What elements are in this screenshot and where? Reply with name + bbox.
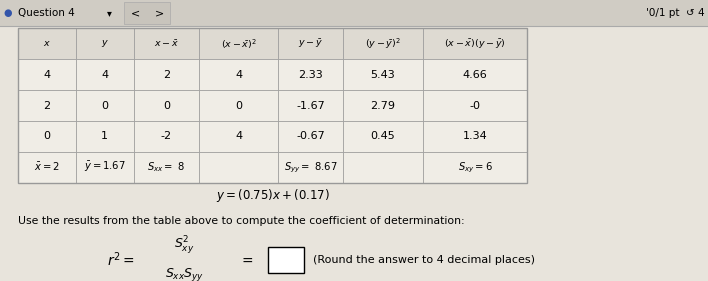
Bar bbox=[76, 90, 134, 121]
Bar bbox=[343, 59, 423, 90]
Text: 0: 0 bbox=[235, 101, 242, 111]
Text: 0.45: 0.45 bbox=[371, 132, 395, 141]
Bar bbox=[0, 0, 708, 26]
Text: '0/1 pt  ↺ 4: '0/1 pt ↺ 4 bbox=[646, 8, 704, 18]
Text: 2.79: 2.79 bbox=[370, 101, 396, 111]
Text: ●: ● bbox=[4, 8, 12, 18]
Bar bbox=[278, 121, 343, 152]
Bar bbox=[423, 28, 527, 59]
Bar bbox=[199, 59, 278, 90]
Bar bbox=[423, 121, 527, 152]
Text: $y - \bar{y}$: $y - \bar{y}$ bbox=[298, 37, 324, 50]
Text: $(x - \bar{x})^2$: $(x - \bar{x})^2$ bbox=[221, 37, 256, 51]
Text: $r^2 =$: $r^2 =$ bbox=[107, 251, 135, 269]
Text: $\bar{y} = 1.67$: $\bar{y} = 1.67$ bbox=[84, 160, 126, 175]
Text: -0: -0 bbox=[469, 101, 481, 111]
Text: $=$: $=$ bbox=[239, 253, 253, 267]
Text: 1: 1 bbox=[101, 132, 108, 141]
Text: -1.67: -1.67 bbox=[297, 101, 325, 111]
Text: -2: -2 bbox=[161, 132, 172, 141]
Bar bbox=[343, 90, 423, 121]
Bar bbox=[343, 152, 423, 183]
Text: 5.43: 5.43 bbox=[371, 70, 395, 80]
Bar bbox=[18, 152, 76, 183]
Text: 4.66: 4.66 bbox=[463, 70, 487, 80]
Text: 0: 0 bbox=[101, 101, 108, 111]
Text: $S_{xx} =$ 8: $S_{xx} =$ 8 bbox=[147, 160, 185, 174]
Bar bbox=[423, 90, 527, 121]
Text: $\bar{x} = 2$: $\bar{x} = 2$ bbox=[34, 161, 59, 173]
Bar bbox=[134, 152, 199, 183]
Text: 0: 0 bbox=[163, 101, 170, 111]
Text: $(x - \bar{x})(y - \bar{y})$: $(x - \bar{x})(y - \bar{y})$ bbox=[444, 37, 506, 50]
Text: Question 4: Question 4 bbox=[18, 8, 74, 18]
Bar bbox=[199, 28, 278, 59]
Bar bbox=[278, 152, 343, 183]
Text: $S_{yy} =$ 8.67: $S_{yy} =$ 8.67 bbox=[284, 160, 338, 175]
Text: 2.33: 2.33 bbox=[299, 70, 323, 80]
Bar bbox=[76, 59, 134, 90]
Bar bbox=[134, 121, 199, 152]
Text: $S_{xx}S_{yy}$: $S_{xx}S_{yy}$ bbox=[164, 266, 204, 281]
Text: $S^2_{xy}$: $S^2_{xy}$ bbox=[174, 234, 194, 256]
Bar bbox=[134, 90, 199, 121]
Bar bbox=[278, 28, 343, 59]
Bar bbox=[199, 152, 278, 183]
Text: 2: 2 bbox=[43, 101, 50, 111]
Text: 4: 4 bbox=[235, 132, 242, 141]
Text: ▾: ▾ bbox=[108, 8, 112, 18]
Bar bbox=[18, 59, 76, 90]
Bar bbox=[18, 28, 76, 59]
Bar bbox=[423, 59, 527, 90]
Bar bbox=[76, 152, 134, 183]
Text: <: < bbox=[131, 8, 141, 18]
Text: >: > bbox=[154, 8, 164, 18]
Bar bbox=[124, 2, 170, 24]
Bar bbox=[423, 152, 527, 183]
Text: $x$: $x$ bbox=[42, 39, 51, 48]
Bar bbox=[199, 121, 278, 152]
Text: -0.67: -0.67 bbox=[297, 132, 325, 141]
Text: 4: 4 bbox=[43, 70, 50, 80]
Bar bbox=[343, 28, 423, 59]
Bar bbox=[134, 59, 199, 90]
Bar bbox=[278, 90, 343, 121]
Bar bbox=[268, 247, 304, 273]
Bar bbox=[18, 121, 76, 152]
Text: $y$: $y$ bbox=[101, 38, 109, 49]
Text: 4: 4 bbox=[101, 70, 108, 80]
Text: (Round the answer to 4 decimal places): (Round the answer to 4 decimal places) bbox=[313, 255, 535, 265]
Text: $S_{xy} = 6$: $S_{xy} = 6$ bbox=[457, 160, 493, 175]
Text: 0: 0 bbox=[43, 132, 50, 141]
Text: Use the results from the table above to compute the coefficient of determination: Use the results from the table above to … bbox=[18, 216, 464, 226]
Text: $x - \bar{x}$: $x - \bar{x}$ bbox=[154, 38, 179, 49]
Bar bbox=[76, 28, 134, 59]
Bar bbox=[199, 90, 278, 121]
Bar bbox=[18, 90, 76, 121]
Bar bbox=[76, 121, 134, 152]
Bar bbox=[18, 28, 527, 183]
Text: $(y - \bar{y})^2$: $(y - \bar{y})^2$ bbox=[365, 37, 401, 51]
Text: 4: 4 bbox=[235, 70, 242, 80]
Text: 2: 2 bbox=[163, 70, 170, 80]
Text: 1.34: 1.34 bbox=[463, 132, 487, 141]
Bar bbox=[343, 121, 423, 152]
Bar bbox=[278, 59, 343, 90]
Text: $y = (0.75)x + (0.17)$: $y = (0.75)x + (0.17)$ bbox=[216, 187, 329, 204]
Bar bbox=[134, 28, 199, 59]
